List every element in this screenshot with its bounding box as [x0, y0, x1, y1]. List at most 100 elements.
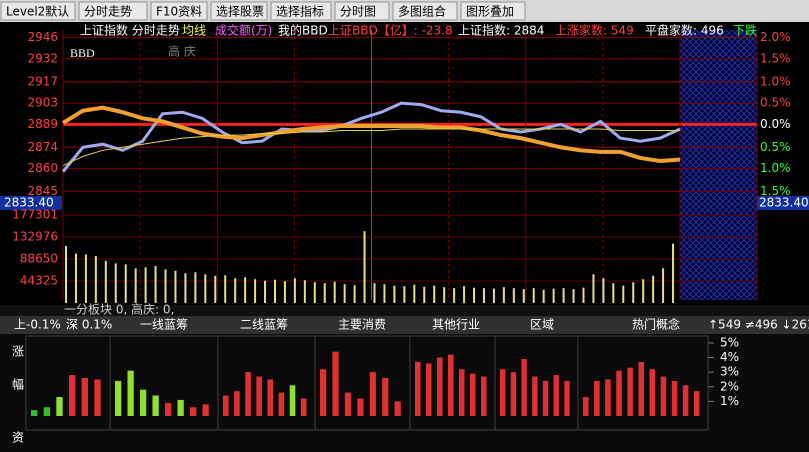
volume-bar — [473, 287, 476, 303]
sector-bar — [223, 395, 229, 416]
volume-bar — [343, 284, 346, 303]
pct-label: 0.5% — [760, 96, 791, 110]
sector-tab[interactable]: 区域 — [530, 318, 554, 332]
watermark: BBD — [70, 46, 95, 60]
sector-tick-label: 2% — [720, 379, 739, 393]
sector-bar — [481, 376, 487, 416]
pct-label: 2.0% — [760, 30, 791, 44]
volume-bar — [194, 272, 197, 303]
volume-bar — [323, 283, 326, 303]
sector-bar — [320, 369, 327, 416]
volume-bar — [433, 285, 436, 303]
sector-bar — [245, 372, 251, 416]
sector-bar — [234, 391, 240, 416]
toolbar-label[interactable]: F10资料 — [156, 5, 202, 19]
sector-bar — [649, 369, 656, 416]
volume-bar — [353, 285, 356, 303]
sector-bar — [256, 376, 262, 416]
info-item: 成交额(万) — [215, 23, 272, 38]
sector-bar — [682, 385, 689, 416]
sector-bar — [542, 380, 549, 416]
sector-tab[interactable]: 其他行业 — [432, 318, 480, 332]
sector-panel-frame — [577, 335, 709, 431]
volume-bar — [114, 263, 117, 303]
volume-bar — [313, 282, 316, 303]
sector-tab[interactable]: 热门概念 — [632, 317, 680, 332]
volume-bar — [453, 288, 456, 303]
volume-bar — [373, 283, 376, 303]
toolbar-label[interactable]: 分时走势 — [84, 5, 132, 19]
sector-bar — [190, 407, 197, 416]
volume-bar — [622, 285, 625, 303]
volume-bar — [303, 280, 306, 303]
info-item: 上证指数 分时走势 — [80, 23, 180, 38]
sector-tab[interactable]: 主要消费 — [338, 318, 386, 332]
toolbar-button[interactable] — [392, 1, 458, 21]
series-line — [62, 128, 680, 166]
volume-bar — [254, 279, 257, 303]
volume-bar — [65, 246, 67, 303]
volume-bar — [264, 280, 267, 303]
sector-bar — [165, 402, 172, 416]
toolbar-button[interactable] — [460, 1, 526, 21]
toolbar-button[interactable] — [150, 1, 208, 21]
sector-tab[interactable]: 上-0.1% — [14, 318, 61, 332]
sector-bar — [394, 401, 401, 416]
sector-bar — [459, 369, 465, 416]
vol-tick-label: 88650 — [20, 252, 58, 266]
toolbar-label[interactable]: 选择指标 — [276, 4, 324, 19]
sector-bar — [605, 379, 611, 416]
sector-bar — [553, 375, 559, 416]
sector-bar — [278, 392, 285, 416]
volume-bar — [423, 286, 426, 303]
volume-bar — [572, 289, 575, 303]
chart-name: 高 庆 — [168, 44, 196, 59]
sector-tab[interactable]: 一线蓝筹 — [140, 318, 188, 332]
sector-tab-bar — [0, 316, 809, 334]
sector-bar — [94, 379, 101, 416]
volume-bar — [74, 253, 77, 303]
volume-bar — [652, 275, 655, 303]
sector-bar — [437, 357, 443, 416]
volume-bar — [363, 231, 366, 303]
volume-bar — [244, 277, 247, 303]
volume-bar — [164, 269, 167, 303]
toolbar-label[interactable]: 多图组合 — [398, 4, 446, 19]
sector-tick-label: 1% — [720, 394, 739, 408]
vol-tick-label: 44325 — [20, 274, 58, 288]
volume-bar — [293, 278, 296, 303]
cursor-value: 2833.40 — [759, 196, 809, 210]
sector-bar — [267, 379, 274, 416]
y-tick-label: 2889 — [27, 117, 58, 131]
toolbar-button[interactable] — [334, 1, 390, 21]
sector-bar — [500, 369, 506, 416]
sector-bar — [521, 359, 527, 416]
toolbar-label[interactable]: 分时图 — [340, 5, 376, 19]
toolbar-label[interactable]: 图形叠加 — [466, 5, 514, 19]
info-item: 我的BBD — [278, 23, 328, 38]
volume-bar — [144, 267, 147, 303]
volume-bar — [184, 273, 187, 303]
y-tick-label: 2903 — [27, 96, 58, 110]
volume-bar — [84, 254, 87, 303]
toolbar-button[interactable] — [210, 1, 268, 21]
volume-bar — [234, 278, 237, 303]
toolbar-label[interactable]: Level2默认 — [6, 4, 69, 19]
info-item: 上证BBD【亿】: -23.8 — [328, 23, 453, 38]
volume-bar — [632, 282, 635, 303]
sector-bar — [289, 385, 296, 416]
sector-tab[interactable]: 二线蓝筹 — [240, 318, 288, 332]
volume-bar — [443, 287, 446, 303]
sector-bar — [332, 351, 339, 416]
sector-bar — [627, 367, 633, 416]
sector-tab[interactable]: 深 0.1% — [66, 318, 112, 332]
info-item: 上涨家数: 549 — [555, 23, 634, 38]
toolbar-button[interactable] — [0, 1, 76, 21]
toolbar-label[interactable]: 选择股票 — [216, 5, 264, 19]
toolbar-button[interactable] — [78, 1, 148, 21]
toolbar-button[interactable] — [270, 1, 332, 21]
breadth: ↑549 ≠496 ↓261 — [708, 318, 809, 332]
side-label: 幅 — [12, 377, 24, 392]
sector-bar — [693, 391, 700, 416]
